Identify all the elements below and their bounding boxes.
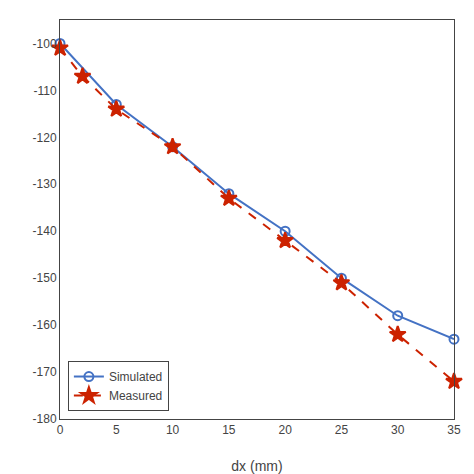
svg-text:35: 35 xyxy=(447,423,461,437)
svg-text:5: 5 xyxy=(113,423,120,437)
svg-text:-150: -150 xyxy=(33,271,57,285)
svg-text:20: 20 xyxy=(278,423,292,437)
svg-text:-120: -120 xyxy=(33,131,57,145)
svg-text:-110: -110 xyxy=(33,84,56,98)
svg-text:10: 10 xyxy=(166,423,180,437)
svg-text:25: 25 xyxy=(335,423,349,437)
svg-text:-140: -140 xyxy=(33,224,57,238)
svg-text:-130: -130 xyxy=(33,177,57,191)
svg-text:-170: -170 xyxy=(33,365,57,379)
svg-text:dx (mm): dx (mm) xyxy=(231,458,282,474)
svg-text:Measured: Measured xyxy=(109,389,162,403)
svg-text:-160: -160 xyxy=(33,318,57,332)
svg-text:0: 0 xyxy=(57,423,64,437)
svg-text:30: 30 xyxy=(391,423,405,437)
svg-text:Simulated: Simulated xyxy=(109,370,162,384)
svg-text:-180: -180 xyxy=(33,412,57,426)
svg-text:15: 15 xyxy=(222,423,236,437)
svg-text:-100: -100 xyxy=(33,37,57,51)
